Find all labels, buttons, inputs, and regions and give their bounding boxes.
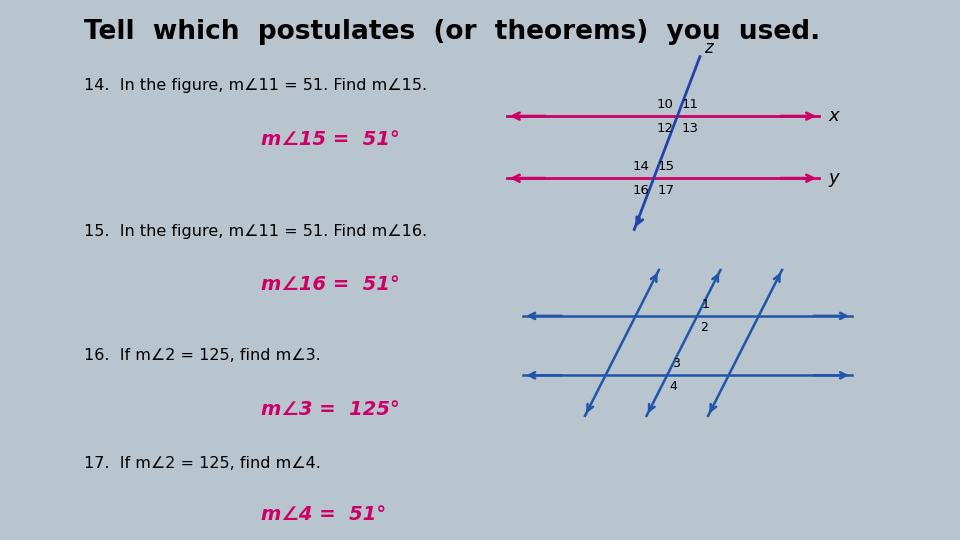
Text: m∠4 =  51°: m∠4 = 51°	[261, 505, 386, 524]
Text: 15.  In the figure, m∠11 = 51. Find m∠16.: 15. In the figure, m∠11 = 51. Find m∠16.	[84, 224, 427, 239]
Text: m∠3 =  125°: m∠3 = 125°	[261, 400, 399, 419]
Text: 15: 15	[658, 160, 675, 173]
Text: 11: 11	[682, 98, 699, 111]
Text: Tell  which  postulates  (or  theorems)  you  used.: Tell which postulates (or theorems) you …	[84, 19, 821, 45]
Text: 16: 16	[633, 184, 650, 197]
Text: 10: 10	[657, 98, 673, 111]
Text: 17.  If m∠2 = 125, find m∠4.: 17. If m∠2 = 125, find m∠4.	[84, 456, 322, 471]
Text: m∠16 =  51°: m∠16 = 51°	[261, 275, 399, 294]
Text: 17: 17	[658, 184, 675, 197]
Text: x: x	[828, 107, 839, 125]
Text: 14: 14	[633, 160, 650, 173]
Text: m∠15 =  51°: m∠15 = 51°	[261, 130, 399, 148]
Text: 12: 12	[657, 122, 673, 134]
Text: 4: 4	[669, 380, 678, 393]
Text: 3: 3	[672, 357, 680, 370]
Text: 1: 1	[702, 298, 710, 311]
Text: 16.  If m∠2 = 125, find m∠3.: 16. If m∠2 = 125, find m∠3.	[84, 348, 321, 363]
Text: z: z	[704, 39, 712, 57]
Text: 13: 13	[682, 122, 699, 134]
Text: 2: 2	[700, 321, 708, 334]
Text: y: y	[828, 169, 839, 187]
Text: 14.  In the figure, m∠11 = 51. Find m∠15.: 14. In the figure, m∠11 = 51. Find m∠15.	[84, 78, 427, 93]
